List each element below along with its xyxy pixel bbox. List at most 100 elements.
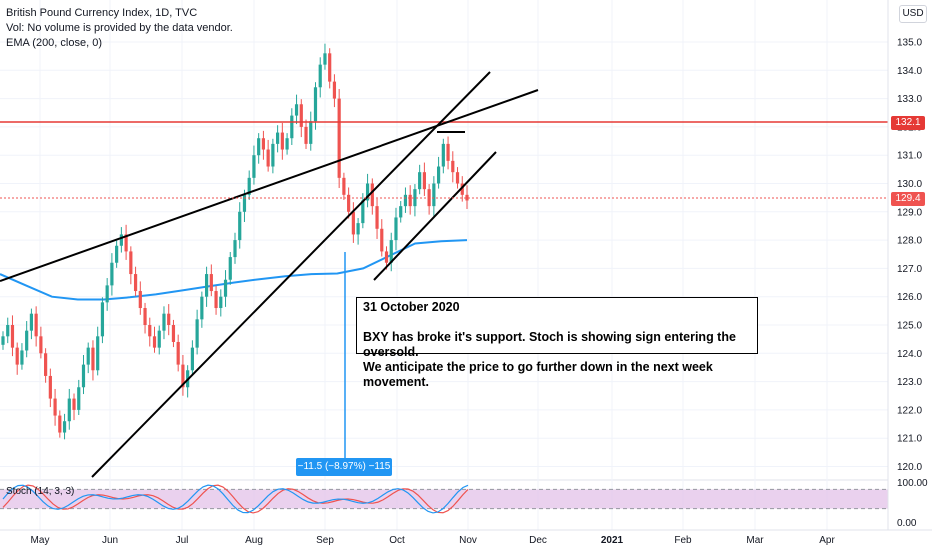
channel-support-line <box>373 151 497 281</box>
candle-body <box>451 160 455 173</box>
candle-body <box>332 81 337 99</box>
ema-line <box>0 239 468 301</box>
candle-body <box>157 330 161 348</box>
stoch-tick-label: 0.00 <box>897 518 917 529</box>
candle-body <box>223 279 228 297</box>
candle-body <box>285 138 289 150</box>
candle-body <box>384 251 389 263</box>
price-tick-label: 120.0 <box>897 462 922 473</box>
candle-body <box>39 336 43 354</box>
candle-body <box>356 223 360 235</box>
price-tick-label: 129.0 <box>897 207 922 218</box>
candle-body <box>44 353 48 376</box>
price-tick-label: 127.0 <box>897 264 922 275</box>
candle-body <box>115 245 119 263</box>
candle-body <box>171 325 176 342</box>
price-axis[interactable]: 135.0134.0133.0132.0131.0130.0129.0128.0… <box>887 0 928 530</box>
candle-body <box>1 336 5 345</box>
candle-body <box>62 421 67 433</box>
price-tick-label: 134.0 <box>897 66 922 77</box>
candle-body <box>446 143 450 161</box>
candle-body <box>370 183 374 207</box>
price-tick-label: 125.0 <box>897 321 922 332</box>
candle-body <box>389 240 393 263</box>
candle-body <box>252 155 256 178</box>
stoch-d-line <box>2 484 469 514</box>
note-line-2: We anticipate the price to go further do… <box>363 360 713 389</box>
candle-body <box>195 319 199 348</box>
candle-body <box>200 296 204 320</box>
candle-body <box>105 285 109 303</box>
stoch-band <box>0 489 888 509</box>
price-tick-label: 131.0 <box>897 151 922 162</box>
candle-body <box>162 313 166 331</box>
candle-body <box>228 257 232 280</box>
candle-body <box>347 194 351 212</box>
candle-body <box>6 325 10 337</box>
time-tick-label: Sep <box>316 535 334 546</box>
candle-body <box>204 274 209 297</box>
candle-body <box>247 177 251 195</box>
candle-body <box>100 302 105 337</box>
time-tick-label: May <box>31 535 50 546</box>
candle-body <box>129 251 133 275</box>
candle-body <box>209 274 213 292</box>
lower-trendline <box>91 71 491 478</box>
ema-200-path <box>0 239 468 301</box>
candle-body <box>91 347 95 371</box>
candle-body <box>190 347 194 371</box>
chart-legend: British Pound Currency Index, 1D, TVC Vo… <box>6 6 233 51</box>
volume-note: Vol: No volume is provided by the data v… <box>6 22 233 34</box>
analysis-note[interactable]: 31 October 2020 BXY has broke it's suppo… <box>356 297 758 389</box>
candle-body <box>25 330 29 351</box>
note-line-1: BXY has broke it's support. Stoch is sho… <box>363 330 736 359</box>
candle-body <box>342 177 346 195</box>
candle-body <box>261 138 266 150</box>
candle-body <box>365 183 370 201</box>
candle-body <box>72 398 76 410</box>
candle-body <box>394 217 398 241</box>
time-tick-label: Apr <box>819 535 835 546</box>
candle-body <box>58 415 62 433</box>
stoch-legend[interactable]: Stoch (14, 3, 3) <box>6 486 75 497</box>
resistance-price-tag: 132.1 <box>891 116 925 130</box>
time-tick-label: 2021 <box>601 535 624 546</box>
candle-body <box>422 172 426 190</box>
trendline-drawings[interactable] <box>0 71 888 478</box>
candle-body <box>299 104 303 127</box>
time-tick-label: Dec <box>529 535 547 546</box>
last-price-tag: 129.4 <box>891 192 925 206</box>
candle-body <box>242 194 247 212</box>
candle-body <box>337 98 341 178</box>
candle-body <box>48 375 52 399</box>
candle-body <box>124 234 128 252</box>
candle-body <box>328 53 332 82</box>
price-tick-label: 124.0 <box>897 349 922 360</box>
price-tick-label: 126.0 <box>897 292 922 303</box>
candle-body <box>77 387 81 410</box>
symbol-title[interactable]: British Pound Currency Index, 1D, TVC <box>6 7 198 19</box>
candle-body <box>266 149 270 167</box>
currency-button[interactable]: USD <box>899 5 927 23</box>
candle-body <box>399 206 403 218</box>
candle-body <box>20 350 24 365</box>
candle-body <box>34 313 38 337</box>
grid-lines <box>0 0 888 530</box>
candle-body <box>110 262 114 286</box>
candle-body <box>152 336 157 348</box>
candle-body <box>455 172 460 184</box>
candle-body <box>304 126 308 144</box>
price-tick-label: 133.0 <box>897 94 922 105</box>
price-tick-label: 135.0 <box>897 38 922 49</box>
candle-body <box>465 194 469 201</box>
candle-body <box>167 313 171 325</box>
time-axis[interactable]: May Jun Jul Aug Sep Oct Nov Dec 2021 Feb Mar Apr <box>0 529 932 546</box>
price-tick-label: 122.0 <box>897 405 922 416</box>
ema-legend[interactable]: EMA (200, close, 0) <box>6 37 102 49</box>
stoch-k-line <box>2 484 469 514</box>
candle-body <box>86 347 90 365</box>
candle-body <box>181 364 185 388</box>
candle-body <box>176 341 180 365</box>
time-tick-label: Mar <box>746 535 764 546</box>
